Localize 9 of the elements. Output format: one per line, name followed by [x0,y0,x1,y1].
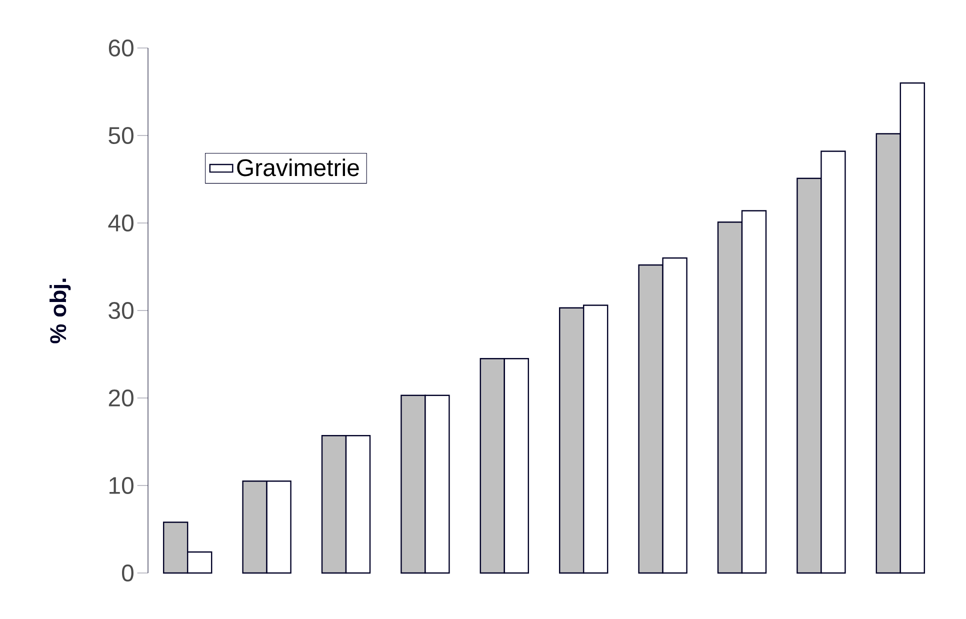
y-tick-label: 30 [108,302,134,319]
y-axis-title: % obj. [50,278,71,344]
legend-label: Gravimetrie [237,158,359,176]
y-tick-label: 50 [108,126,134,144]
y-tick-label: 0 [122,564,134,582]
y-tick-label: 10 [110,476,134,494]
y-tick-label: 60 [108,39,134,56]
y-tick-label: 20 [108,389,134,406]
y-tick-label: 40 [108,214,134,232]
